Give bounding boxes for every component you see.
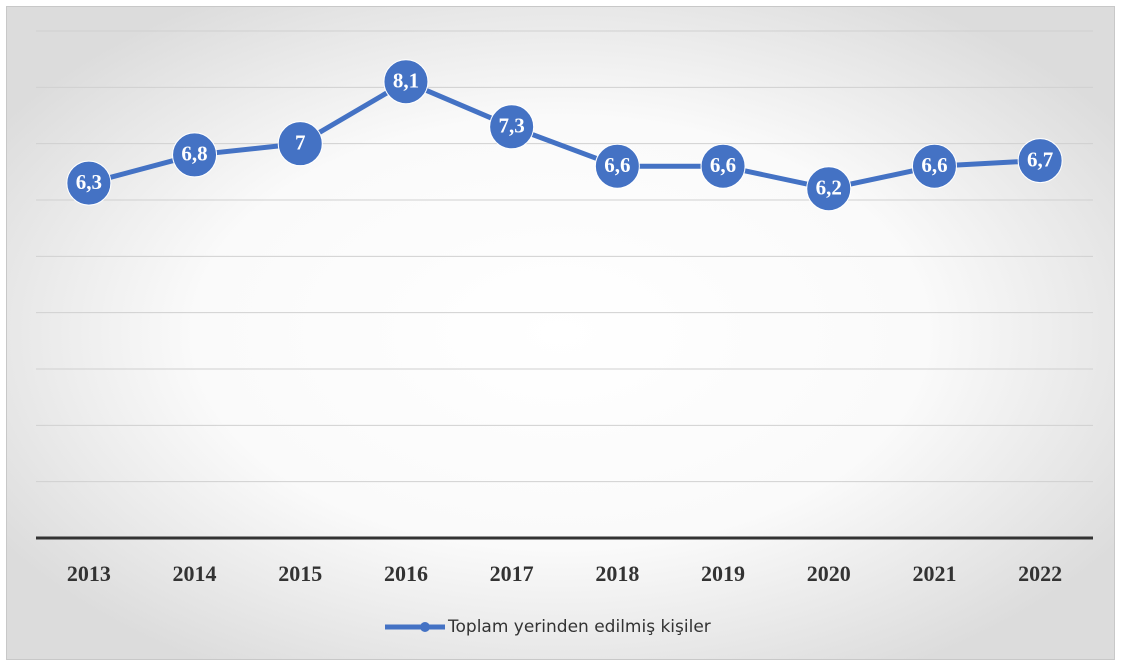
chart-area (6, 6, 1115, 660)
x-tick-label: 2018 (595, 561, 639, 586)
data-point (383, 59, 429, 105)
data-point (1017, 138, 1063, 184)
x-tick-label: 2020 (807, 561, 851, 586)
legend-marker (420, 622, 430, 632)
data-label: 6,7 (1027, 147, 1053, 171)
x-tick-label: 2017 (490, 561, 534, 586)
data-point (911, 143, 957, 189)
data-label: 8,1 (393, 69, 419, 93)
x-tick-label: 2019 (701, 561, 745, 586)
x-tick-label: 2021 (912, 561, 956, 586)
data-label: 7 (295, 130, 306, 154)
data-point (700, 143, 746, 189)
x-tick-label: 2013 (67, 561, 111, 586)
x-tick-label: 2022 (1018, 561, 1062, 586)
data-label: 6,2 (816, 176, 842, 200)
data-point (806, 166, 852, 212)
data-point (172, 132, 218, 178)
data-label: 7,3 (499, 114, 525, 138)
x-tick-label: 2015 (278, 561, 322, 586)
data-point (594, 143, 640, 189)
series-line (88, 79, 1041, 192)
data-label: 6,6 (710, 153, 736, 177)
data-point (489, 104, 535, 150)
data-point (277, 121, 323, 167)
x-tick-label: 2014 (173, 561, 217, 586)
data-label: 6,8 (181, 142, 207, 166)
data-label: 6,3 (76, 170, 102, 194)
legend-label: Toplam yerinden edilmiş kişiler (447, 617, 711, 637)
x-tick-label: 2016 (384, 561, 428, 586)
data-label: 6,6 (921, 153, 947, 177)
data-point (66, 160, 112, 206)
data-label: 6,6 (604, 153, 630, 177)
